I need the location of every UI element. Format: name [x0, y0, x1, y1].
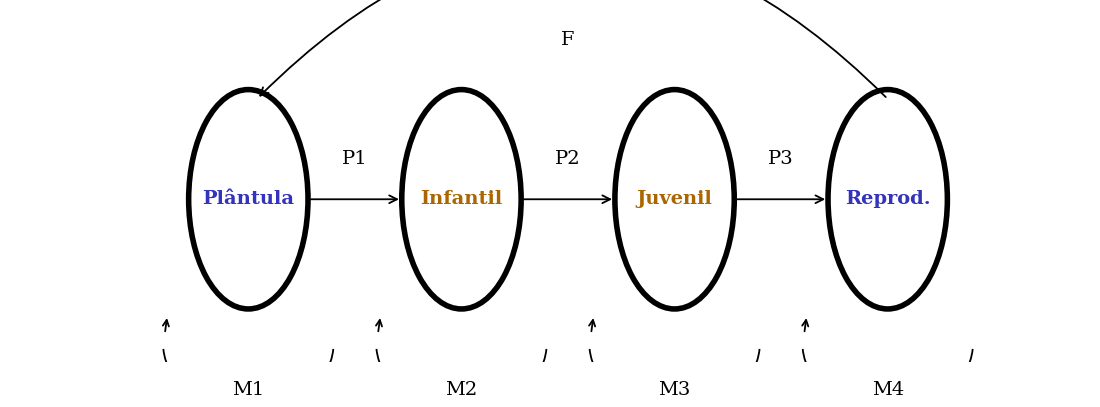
- Text: Reprod.: Reprod.: [845, 190, 931, 208]
- Text: M4: M4: [871, 381, 904, 399]
- Text: M2: M2: [446, 381, 477, 399]
- Text: Juvenil: Juvenil: [637, 190, 713, 208]
- Text: P1: P1: [342, 150, 367, 168]
- Text: Plântula: Plântula: [202, 190, 295, 208]
- Text: F: F: [561, 31, 575, 49]
- Text: P2: P2: [556, 150, 581, 168]
- Ellipse shape: [189, 90, 308, 309]
- Text: M3: M3: [659, 381, 691, 399]
- Text: P3: P3: [768, 150, 794, 168]
- Text: Infantil: Infantil: [420, 190, 503, 208]
- Ellipse shape: [828, 90, 947, 309]
- Text: M1: M1: [232, 381, 264, 399]
- Ellipse shape: [402, 90, 521, 309]
- FancyArrowPatch shape: [261, 0, 886, 97]
- Ellipse shape: [615, 90, 735, 309]
